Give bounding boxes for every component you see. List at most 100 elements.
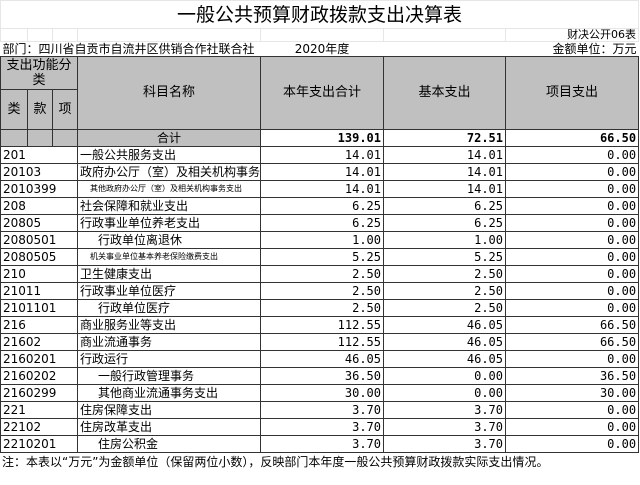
project-cell: 0.00 <box>504 231 640 249</box>
table-row: 2080501 行政单位离退休 1.00 1.00 0.00 <box>0 231 640 249</box>
basic-cell: 46.05 <box>383 333 506 351</box>
page-title: 一般公共预算财政拨款支出决算表 <box>0 0 640 29</box>
project-cell: 66.50 <box>504 316 640 334</box>
basic-cell: 0.00 <box>383 367 506 385</box>
department: 部门：四川省自贡市自流井区供销合作社联合社 <box>2 42 255 56</box>
basic-cell: 6.25 <box>383 214 506 232</box>
basic-cell: 2.50 <box>383 265 506 283</box>
header-xiang: 项 <box>52 89 78 130</box>
table-row: 2080505 机关事业单位基本养老保险缴费支出 5.25 5.25 0.00 <box>0 248 640 266</box>
code-cell: 22102 <box>0 418 78 436</box>
table-row: 201 一般公共服务支出 14.01 14.01 0.00 <box>0 146 640 164</box>
total-cell: 14.01 <box>260 180 384 198</box>
form-number: 财决公开06表 <box>504 28 640 42</box>
code-cell: 2160299 <box>0 384 78 402</box>
project-cell: 0.00 <box>504 248 640 266</box>
header-lei: 类 <box>0 89 28 130</box>
basic-cell: 3.70 <box>383 418 506 436</box>
table-row: 2160202 一般行政管理事务 36.50 0.00 36.50 <box>0 367 640 385</box>
code-cell: 2080501 <box>0 231 78 249</box>
basic-cell: 2.50 <box>383 299 506 317</box>
basic-cell: 3.70 <box>383 435 506 453</box>
basic-cell: 46.05 <box>383 316 506 334</box>
table-row: 20805 行政事业单位养老支出 6.25 6.25 0.00 <box>0 214 640 232</box>
name-cell: 商业服务业等支出 <box>77 316 261 334</box>
total-cell: 112.55 <box>260 316 384 334</box>
table-row: 208 社会保障和就业支出 6.25 6.25 0.00 <box>0 197 640 215</box>
basic-cell: 5.25 <box>383 248 506 266</box>
project-cell: 0.00 <box>504 146 640 164</box>
table-row: 2010399 其他政府办公厅（室）及相关机构事务支出 14.01 14.01 … <box>0 180 640 198</box>
total-label: 合计 <box>77 129 261 147</box>
name-cell: 行政单位离退休 <box>77 231 261 249</box>
table-row: 2160299 其他商业流通事务支出 30.00 0.00 30.00 <box>0 384 640 402</box>
code-cell: 221 <box>0 401 78 419</box>
name-cell: 一般行政管理事务 <box>77 367 261 385</box>
footnote: 注：本表以“万元”为金额单位（保留两位小数），反映部门本年度一般公共预算财政拨款… <box>2 455 549 469</box>
project-cell: 36.50 <box>504 367 640 385</box>
name-cell: 其他商业流通事务支出 <box>77 384 261 402</box>
project-cell: 0.00 <box>504 197 640 215</box>
total-cell: 1.00 <box>260 231 384 249</box>
total-sum: 139.01 <box>260 129 384 147</box>
total-cell: 5.25 <box>260 248 384 266</box>
code-cell: 21011 <box>0 282 78 300</box>
total-basic: 72.51 <box>383 129 506 147</box>
name-cell: 住房公积金 <box>77 435 261 453</box>
table-row: 216 商业服务业等支出 112.55 46.05 66.50 <box>0 316 640 334</box>
total-cell: 3.70 <box>260 401 384 419</box>
total-cell: 2.50 <box>260 282 384 300</box>
header-project: 项目支出 <box>504 56 640 130</box>
name-cell: 机关事业单位基本养老保险缴费支出 <box>77 248 261 266</box>
code-cell: 216 <box>0 316 78 334</box>
name-cell: 商业流通事务 <box>77 333 261 351</box>
header-total: 本年支出合计 <box>260 56 384 130</box>
project-cell: 0.00 <box>504 180 640 198</box>
basic-cell: 14.01 <box>383 163 506 181</box>
table-row: 2210201 住房公积金 3.70 3.70 0.00 <box>0 435 640 453</box>
total-cell: 30.00 <box>260 384 384 402</box>
code-cell: 208 <box>0 197 78 215</box>
code-cell: 2160202 <box>0 367 78 385</box>
year: 2020年度 <box>294 42 350 56</box>
name-cell: 行政事业单位养老支出 <box>77 214 261 232</box>
name-cell: 卫生健康支出 <box>77 265 261 283</box>
basic-cell: 14.01 <box>383 180 506 198</box>
table-row: 20103 政府办公厅（室）及相关机构事务 14.01 14.01 0.00 <box>0 163 640 181</box>
table-row: 21602 商业流通事务 112.55 46.05 66.50 <box>0 333 640 351</box>
total-project: 66.50 <box>504 129 640 147</box>
header-basic: 基本支出 <box>383 56 506 130</box>
name-cell: 行政单位医疗 <box>77 299 261 317</box>
project-cell: 0.00 <box>504 435 640 453</box>
name-cell: 住房保障支出 <box>77 401 261 419</box>
project-cell: 0.00 <box>504 265 640 283</box>
code-cell: 2010399 <box>0 180 78 198</box>
basic-cell: 1.00 <box>383 231 506 249</box>
name-cell: 行政运行 <box>77 350 261 368</box>
basic-cell: 0.00 <box>383 384 506 402</box>
table-row: 221 住房保障支出 3.70 3.70 0.00 <box>0 401 640 419</box>
total-cell: 14.01 <box>260 146 384 164</box>
name-cell: 政府办公厅（室）及相关机构事务 <box>77 163 261 181</box>
table-row: 210 卫生健康支出 2.50 2.50 0.00 <box>0 265 640 283</box>
table-row: 2101101 行政单位医疗 2.50 2.50 0.00 <box>0 299 640 317</box>
total-cell: 36.50 <box>260 367 384 385</box>
code-cell: 201 <box>0 146 78 164</box>
name-cell: 社会保障和就业支出 <box>77 197 261 215</box>
total-cell: 3.70 <box>260 435 384 453</box>
code-cell: 2101101 <box>0 299 78 317</box>
table-row: 22102 住房改革支出 3.70 3.70 0.00 <box>0 418 640 436</box>
total-cell: 46.05 <box>260 350 384 368</box>
name-cell: 行政事业单位医疗 <box>77 282 261 300</box>
total-cell: 3.70 <box>260 418 384 436</box>
basic-cell: 3.70 <box>383 401 506 419</box>
total-cell: 6.25 <box>260 214 384 232</box>
basic-cell: 14.01 <box>383 146 506 164</box>
budget-table: 一般公共预算财政拨款支出决算表 财决公开06表 部门：四川省自贡市自流井区供销合… <box>0 0 640 453</box>
project-cell: 0.00 <box>504 163 640 181</box>
total-cell: 6.25 <box>260 197 384 215</box>
name-cell: 其他政府办公厅（室）及相关机构事务支出 <box>77 180 261 198</box>
table-row: 21011 行政事业单位医疗 2.50 2.50 0.00 <box>0 282 640 300</box>
total-cell: 14.01 <box>260 163 384 181</box>
name-cell: 住房改革支出 <box>77 418 261 436</box>
